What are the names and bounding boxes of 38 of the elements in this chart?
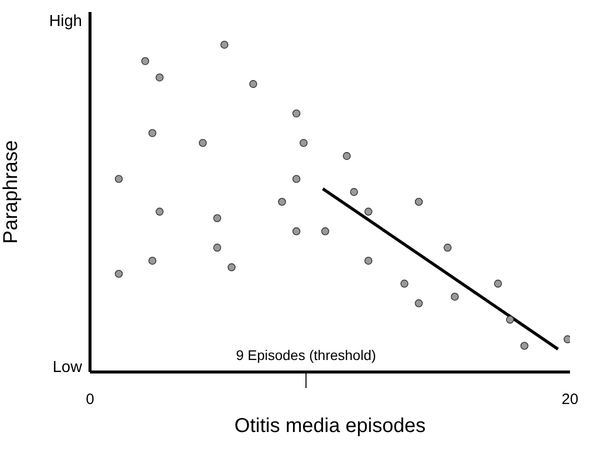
point bbox=[278, 198, 286, 206]
point bbox=[249, 80, 258, 88]
point bbox=[414, 299, 423, 308]
x-axis-title: Otitis media episodes bbox=[234, 415, 426, 437]
text: High bbox=[49, 12, 82, 32]
point bbox=[198, 138, 207, 147]
point bbox=[213, 244, 222, 252]
point bbox=[364, 256, 372, 265]
point bbox=[292, 227, 300, 236]
point bbox=[444, 244, 452, 252]
point bbox=[114, 270, 123, 278]
point bbox=[506, 316, 514, 324]
point bbox=[220, 40, 228, 49]
point bbox=[228, 263, 236, 272]
point bbox=[300, 138, 308, 147]
point bbox=[494, 280, 502, 288]
annotation: 9 Episodes (threshold) bbox=[236, 347, 376, 363]
point bbox=[520, 342, 528, 350]
point bbox=[292, 109, 300, 118]
point bbox=[450, 292, 459, 301]
text: Low bbox=[52, 358, 82, 378]
point bbox=[148, 256, 156, 265]
y-axis-title: Paraphrase bbox=[0, 140, 22, 244]
point bbox=[213, 214, 222, 222]
x-tick-label: 20 bbox=[562, 391, 578, 408]
point bbox=[350, 188, 358, 196]
point bbox=[156, 208, 164, 216]
point bbox=[321, 227, 330, 236]
point bbox=[342, 152, 351, 160]
point bbox=[141, 57, 150, 66]
point bbox=[156, 73, 164, 82]
point bbox=[400, 280, 408, 288]
point bbox=[114, 174, 123, 183]
x-tick-label: 0 bbox=[86, 391, 94, 408]
point bbox=[364, 208, 372, 216]
point bbox=[148, 129, 156, 138]
point bbox=[414, 198, 423, 206]
point bbox=[292, 174, 300, 183]
